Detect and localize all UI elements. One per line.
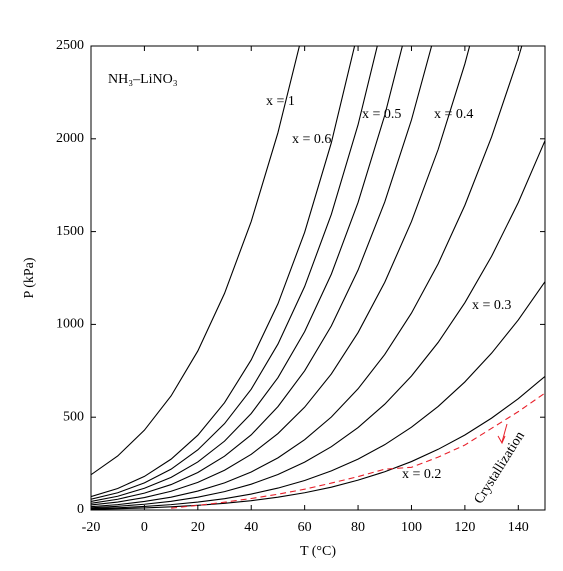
x-tick-label: 100: [401, 520, 422, 535]
annotation: x = 0.3: [472, 298, 511, 313]
curve: [91, 46, 433, 504]
x-tick-label: 0: [141, 520, 148, 535]
arrow: [501, 423, 508, 443]
x-tick-label: 60: [298, 520, 312, 535]
curve: [91, 46, 356, 498]
annotation: x = 0.5: [362, 107, 401, 122]
annotation: x = 0.6: [292, 132, 331, 147]
y-tick-label: 500: [63, 409, 84, 424]
x-tick-label: 120: [454, 520, 475, 535]
curve: [91, 46, 471, 506]
curves: [91, 46, 545, 510]
x-tick-label: -20: [82, 520, 101, 535]
curve: [91, 375, 545, 510]
curve: [91, 46, 523, 508]
y-tick-label: 1000: [56, 317, 84, 332]
curve: [91, 140, 545, 509]
y-tick-label: 2500: [56, 38, 84, 53]
x-axis-label: T (°C): [300, 544, 336, 559]
annotation: x = 0.2: [402, 467, 441, 482]
curve: [91, 46, 300, 476]
annotation: x = 1: [266, 94, 295, 109]
y-axis-label: P (kPa): [22, 257, 37, 298]
curve: [91, 46, 403, 503]
x-tick-label: 80: [351, 520, 365, 535]
x-tick-label: 140: [508, 520, 529, 535]
y-tick-label: 1500: [56, 224, 84, 239]
x-tick-label: 40: [244, 520, 258, 535]
arrow-head: [497, 435, 506, 445]
y-tick-label: 2000: [56, 131, 84, 146]
crystallization-line: [171, 392, 545, 509]
annotation: Crystallization: [472, 429, 528, 507]
annotation: NH₃–LiNO₃: [108, 72, 178, 87]
x-tick-label: 20: [191, 520, 205, 535]
annotation: x = 0.4: [434, 107, 473, 122]
curve: [91, 281, 545, 510]
plot-frame: [90, 45, 546, 511]
y-tick-label: 0: [77, 502, 84, 517]
curve: [91, 46, 378, 500]
